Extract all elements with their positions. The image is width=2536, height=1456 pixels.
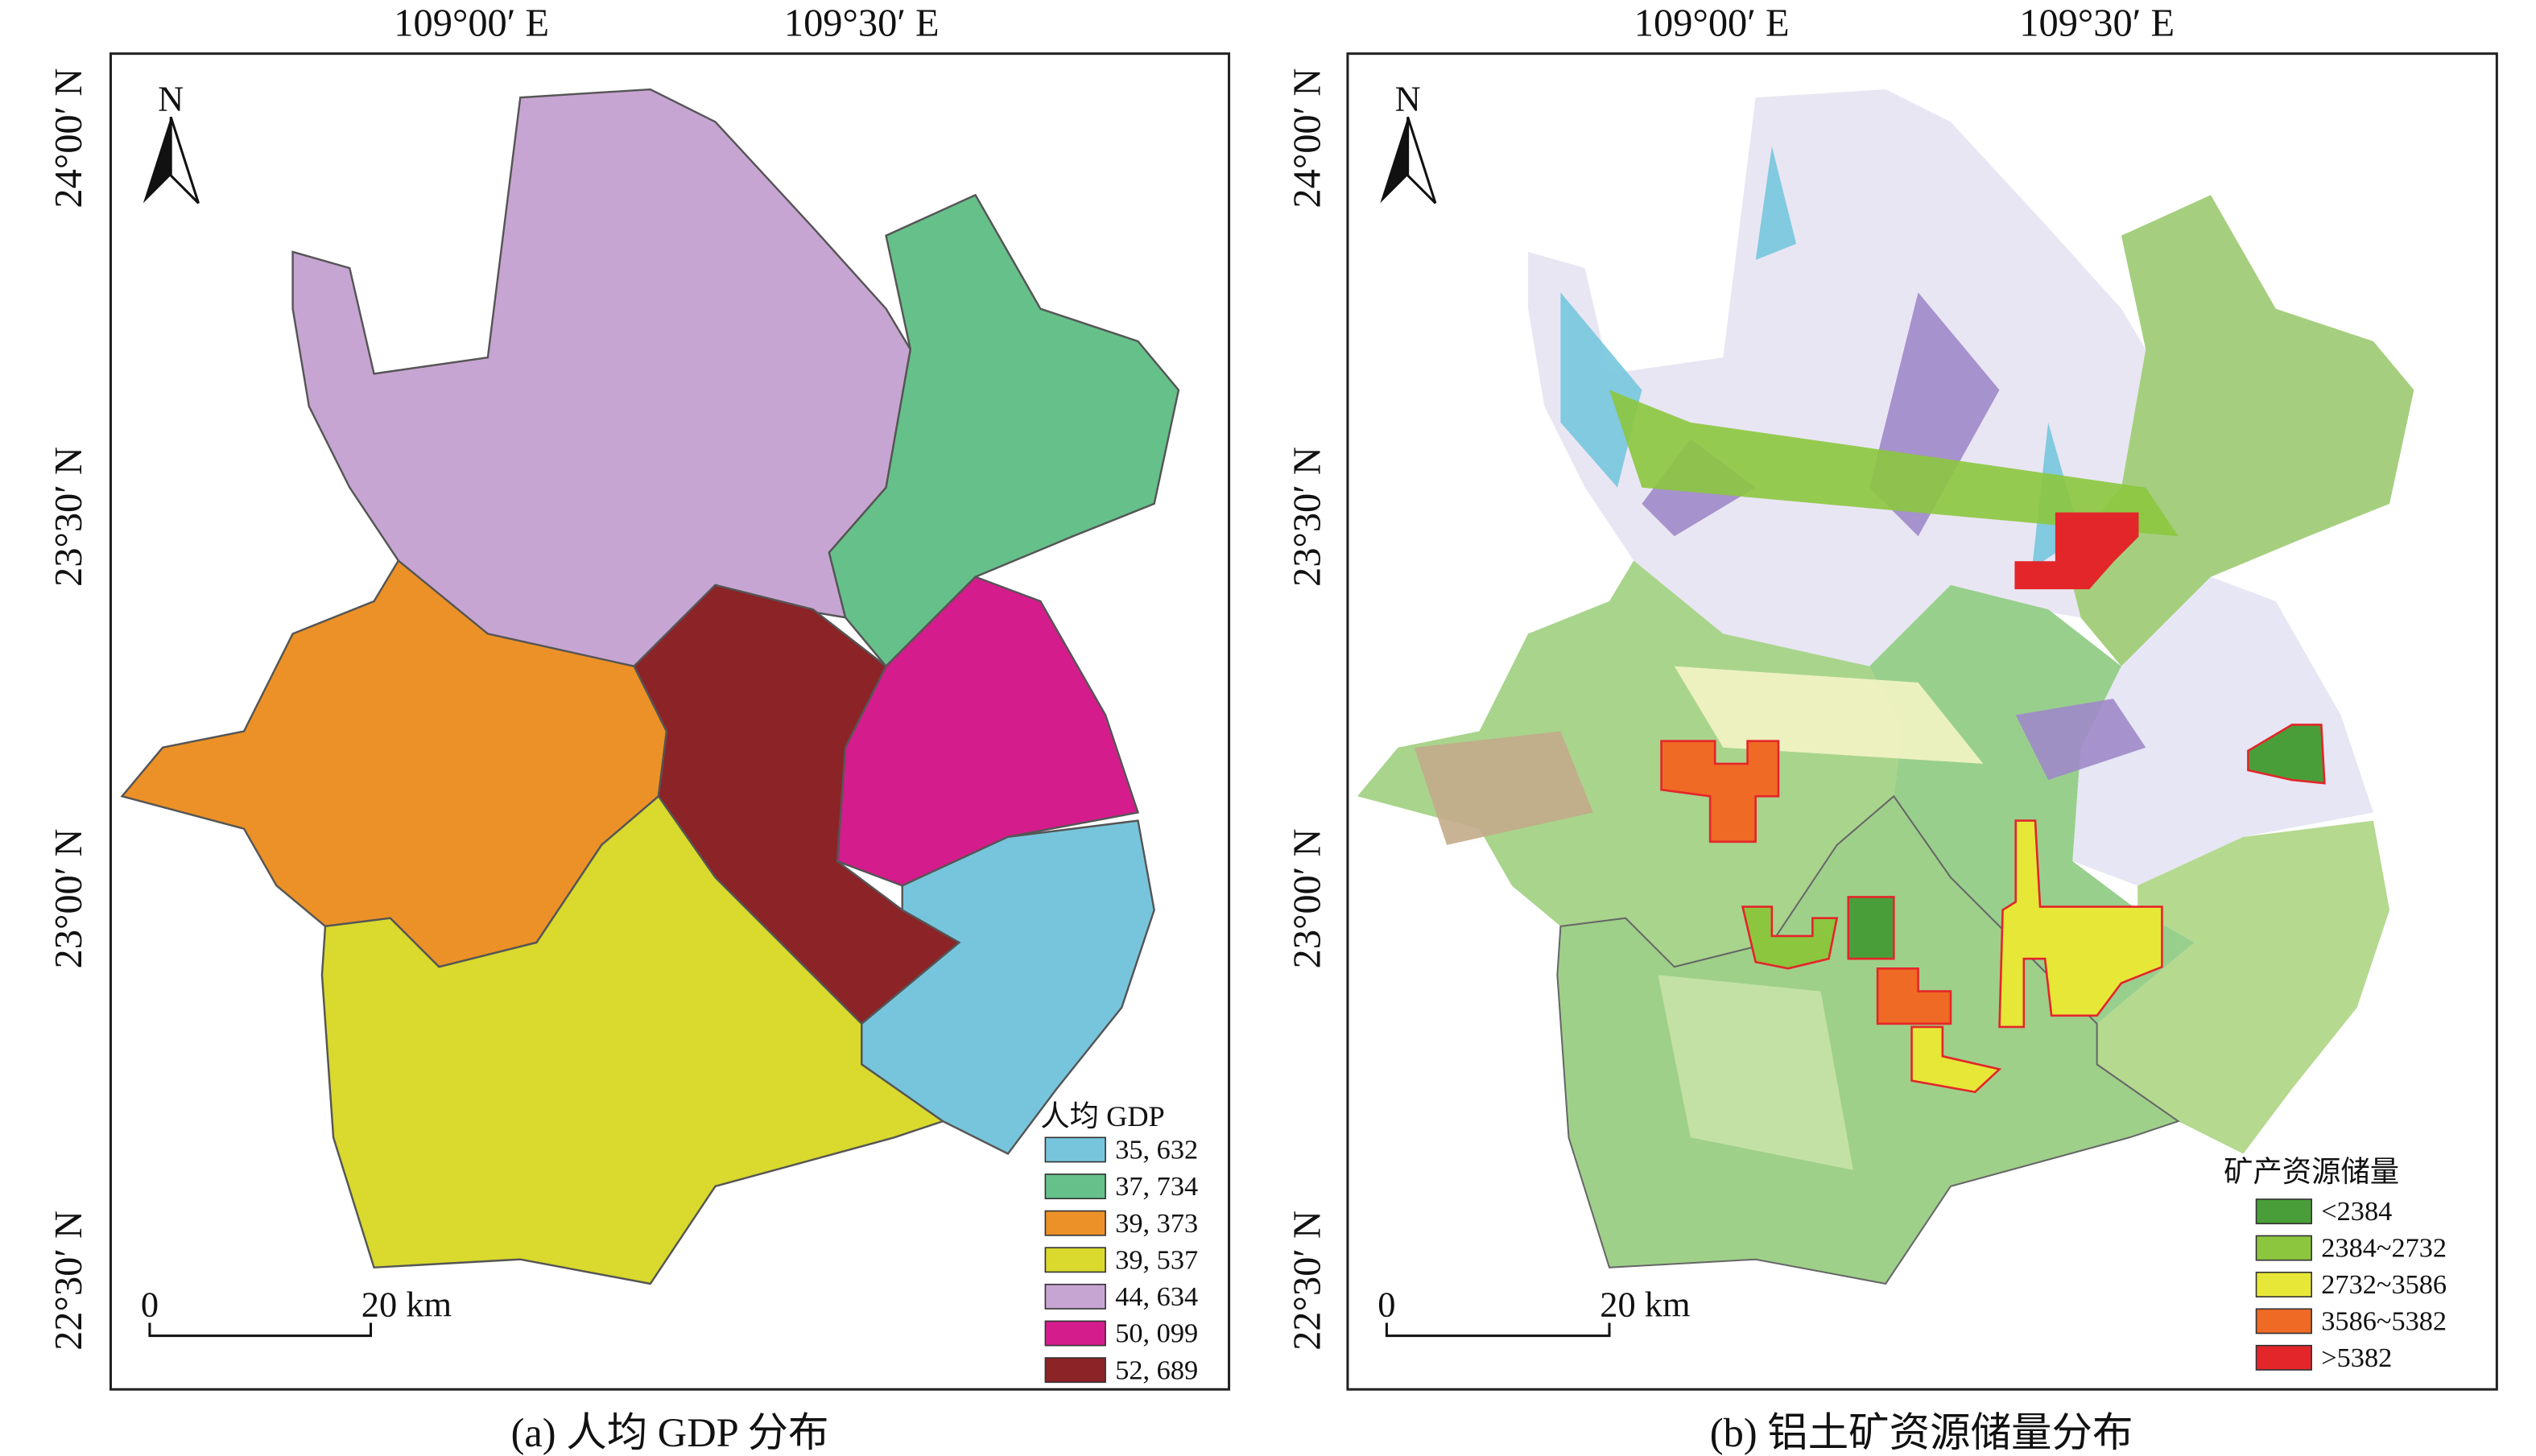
legend-label: 52, 689: [1115, 1355, 1198, 1385]
legend-swatch: [1044, 1136, 1106, 1163]
legend-label: 39, 373: [1115, 1208, 1198, 1239]
legend-swatch: [2255, 1308, 2312, 1334]
geology: [1674, 666, 1984, 764]
deposit: [1910, 1025, 2002, 1094]
legend-title: 人均 GDP: [1040, 1100, 1164, 1132]
y-coordinate-label: 24°00′ N: [1287, 68, 1329, 208]
scale-label: 20 km: [361, 1284, 452, 1324]
scale-bar: [1385, 1322, 1611, 1338]
legend-label: 50, 099: [1115, 1318, 1198, 1349]
geology: [2096, 820, 2390, 1154]
legend-swatch: [1044, 1320, 1106, 1347]
x-coordinate-label: 109°30′ E: [2019, 2, 2175, 44]
deposit: [1998, 819, 2163, 1029]
geology: [1357, 560, 1902, 967]
legend-swatch: [1044, 1173, 1106, 1200]
geology: [1560, 292, 1642, 488]
legend-swatch: [1044, 1247, 1106, 1273]
legend-label: >5382: [2321, 1343, 2392, 1373]
north-arrow: [1380, 117, 1408, 204]
map: [1357, 89, 2414, 1285]
caption: (b) 铝土矿资源储量分布: [1710, 1410, 2133, 1455]
deposit: [2247, 724, 2326, 785]
scale-bar: [148, 1322, 373, 1338]
geology: [2064, 195, 2414, 666]
legend-swatch: [1044, 1283, 1106, 1310]
legend-title: 矿产资源储量: [2224, 1156, 2399, 1188]
north-label: N: [158, 78, 184, 118]
map-body: [1357, 89, 2414, 1285]
legend-label: 37, 734: [1115, 1171, 1198, 1202]
geology: [2015, 699, 2146, 781]
legend-label: 2384~2732: [2321, 1233, 2447, 1264]
labels: 109°00′ E 109°30′ E 24°00′ N 23°30′ N 23°00′…: [47, 2, 2447, 1454]
geology: [1755, 146, 1797, 261]
legend-label: 39, 537: [1115, 1244, 1198, 1275]
legend-label: <2384: [2321, 1196, 2392, 1227]
y-coordinate-label: 23°00′ N: [47, 829, 90, 969]
region: [861, 819, 1155, 1156]
legend-label: 3586~5382: [2321, 1306, 2447, 1337]
legend-swatch: [1044, 1357, 1106, 1384]
scale-label: 0: [1377, 1284, 1395, 1324]
deposit: [1847, 896, 1895, 960]
legend-swatch: [2255, 1344, 2312, 1371]
legend-label: 35, 632: [1115, 1135, 1198, 1165]
legend-swatch: [2255, 1235, 2312, 1261]
deposit: [1741, 905, 1839, 970]
legend-swatch: [2255, 1198, 2312, 1225]
deposit: [1876, 967, 1952, 1025]
y-coordinate-label: 23°30′ N: [1287, 447, 1329, 587]
y-coordinate-label: 22°30′ N: [1287, 1211, 1329, 1351]
region: [836, 575, 1140, 887]
x-coordinate-label: 109°00′ E: [1634, 2, 1790, 44]
caption: (a) 人均 GDP 分布: [511, 1410, 829, 1455]
legend-swatch: [2255, 1272, 2312, 1297]
deposit: [1660, 740, 1780, 843]
y-coordinate-label: 24°00′ N: [47, 68, 90, 208]
geology: [1414, 731, 1593, 845]
scale-label: 20 km: [1600, 1284, 1690, 1324]
geology: [1658, 975, 1853, 1170]
scale-label: 0: [141, 1284, 159, 1324]
x-coordinate-label: 109°00′ E: [394, 2, 549, 44]
legend-swatch: [1044, 1210, 1106, 1236]
region: [828, 193, 1180, 668]
map: [120, 88, 1180, 1285]
geology: [1609, 390, 2179, 537]
geology: [2072, 576, 2373, 886]
deposit: [2014, 512, 2139, 590]
legend-label: 2732~3586: [2321, 1269, 2447, 1300]
y-coordinate-label: 23°30′ N: [47, 447, 90, 587]
x-coordinate-label: 109°30′ E: [784, 2, 940, 44]
north-label: N: [1395, 78, 1421, 118]
legend-label: 44, 634: [1115, 1281, 1198, 1312]
y-coordinate-label: 23°00′ N: [1287, 829, 1329, 969]
region: [320, 794, 945, 1285]
y-coordinate-label: 22°30′ N: [47, 1211, 90, 1351]
